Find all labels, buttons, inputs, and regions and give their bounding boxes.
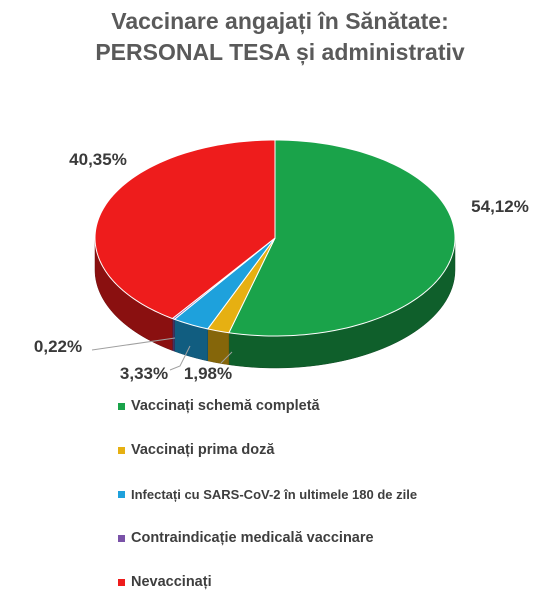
legend-swatch bbox=[118, 534, 125, 542]
pie-slice-0 bbox=[228, 139, 456, 337]
pie-side-3 bbox=[172, 318, 175, 352]
chart-title: Vaccinare angajați în Sănătate: PERSONAL… bbox=[0, 6, 560, 68]
legend-swatch bbox=[118, 446, 125, 454]
pie-slice-1 bbox=[206, 237, 276, 334]
legend-label: Vaccinați prima doză bbox=[131, 442, 275, 458]
pie-side-1 bbox=[207, 328, 230, 366]
pie-slice-4 bbox=[94, 139, 276, 320]
leader-line-2 bbox=[169, 345, 191, 371]
data-label-4: 40,35% bbox=[69, 150, 127, 169]
data-label-2: 3,33% bbox=[120, 364, 168, 383]
legend-swatch bbox=[118, 578, 125, 586]
data-label-0: 54,12% bbox=[471, 197, 529, 216]
leader-line-1 bbox=[220, 351, 233, 364]
legend-swatch bbox=[118, 490, 125, 498]
chart-title-line1: Vaccinare angajați în Sănătate: bbox=[111, 8, 449, 34]
chart-legend: Vaccinați schemă completă Vaccinați prima… bbox=[118, 395, 417, 615]
legend-item: Vaccinați prima doză bbox=[118, 439, 417, 461]
legend-item: Nevaccinați bbox=[118, 571, 417, 593]
legend-label: Infectați cu SARS-CoV-2 în ultimele 180 … bbox=[131, 486, 418, 502]
leader-line-3 bbox=[91, 337, 176, 351]
data-label-1: 1,98% bbox=[184, 364, 232, 383]
legend-label: Contraindicație medicală vaccinare bbox=[131, 530, 374, 546]
legend-label: Vaccinați schemă completă bbox=[131, 398, 320, 414]
legend-label: Nevaccinați bbox=[131, 574, 212, 590]
legend-item: Infectați cu SARS-CoV-2 în ultimele 180 … bbox=[118, 483, 417, 505]
legend-item: Vaccinați schemă completă bbox=[118, 395, 417, 417]
pie-chart: 54,12% 1,98% 3,33% 0,22% 40,35% bbox=[34, 139, 529, 383]
legend-swatch bbox=[118, 402, 125, 410]
legend-item: Contraindicație medicală vaccinare bbox=[118, 527, 417, 549]
chart-title-line2: PERSONAL TESA și administrativ bbox=[95, 39, 465, 65]
data-label-3: 0,22% bbox=[34, 337, 82, 356]
pie-slice-2 bbox=[173, 237, 276, 330]
